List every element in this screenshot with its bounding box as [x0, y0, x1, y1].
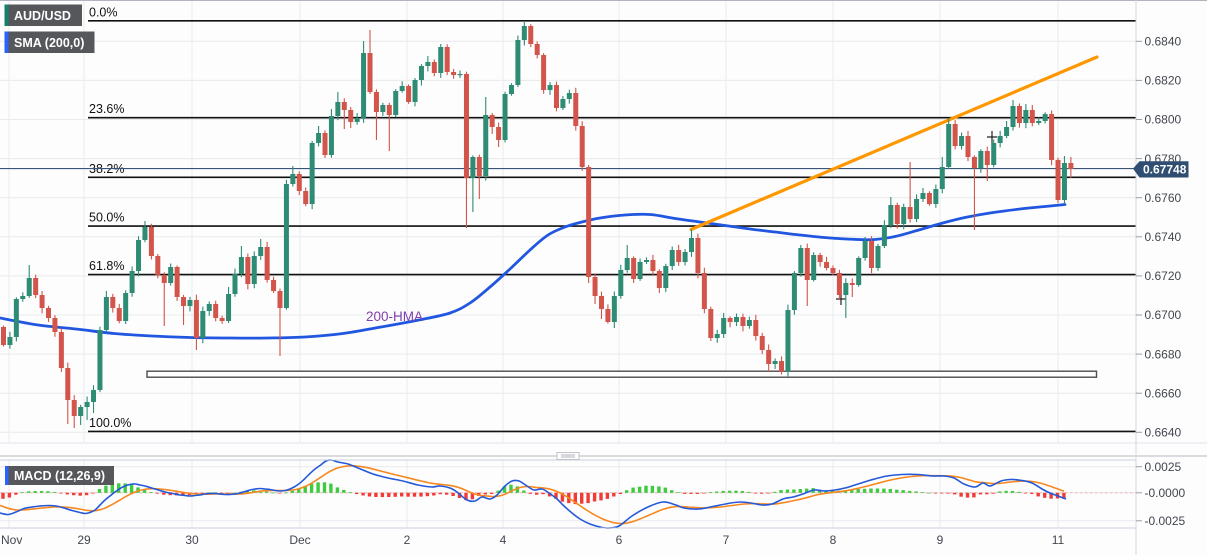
- svg-text:Nov: Nov: [1, 533, 22, 547]
- svg-text:8: 8: [830, 533, 837, 547]
- svg-text:30: 30: [185, 533, 199, 547]
- svg-text:61.8%: 61.8%: [89, 259, 124, 273]
- svg-text:200-HMA: 200-HMA: [366, 309, 423, 324]
- svg-text:9: 9: [937, 533, 944, 547]
- svg-text:0.0025: 0.0025: [1145, 460, 1182, 474]
- svg-text:100.0%: 100.0%: [89, 416, 131, 430]
- svg-text:29: 29: [77, 533, 91, 547]
- svg-text:0.6800: 0.6800: [1145, 113, 1182, 127]
- svg-text:-0.0025: -0.0025: [1145, 514, 1186, 528]
- svg-text:0.6740: 0.6740: [1145, 230, 1182, 244]
- svg-text:0.67748: 0.67748: [1143, 162, 1187, 176]
- svg-text:0.6760: 0.6760: [1145, 191, 1182, 205]
- svg-text:0.6700: 0.6700: [1145, 308, 1182, 322]
- svg-text:0.6840: 0.6840: [1145, 35, 1182, 49]
- svg-text:11: 11: [1052, 533, 1065, 547]
- svg-text:0.6820: 0.6820: [1145, 74, 1182, 88]
- svg-text:0.6660: 0.6660: [1145, 386, 1182, 400]
- svg-text:SMA (200,0): SMA (200,0): [14, 36, 84, 50]
- svg-text:0.6680: 0.6680: [1145, 347, 1182, 361]
- svg-text:23.6%: 23.6%: [89, 102, 124, 116]
- svg-text:2: 2: [404, 533, 411, 547]
- svg-text:Dec: Dec: [289, 533, 310, 547]
- svg-text:0.0%: 0.0%: [89, 5, 118, 19]
- svg-text:4: 4: [500, 533, 507, 547]
- svg-text:6: 6: [616, 533, 623, 547]
- svg-text:-0.0000: -0.0000: [1145, 486, 1186, 500]
- svg-text:0.6640: 0.6640: [1145, 426, 1182, 440]
- svg-text:0.6720: 0.6720: [1145, 269, 1182, 283]
- svg-text:AUD/USD: AUD/USD: [14, 9, 71, 23]
- svg-text:50.0%: 50.0%: [89, 211, 124, 225]
- svg-text:MACD (12,26,9): MACD (12,26,9): [14, 469, 105, 483]
- svg-text:7: 7: [723, 533, 730, 547]
